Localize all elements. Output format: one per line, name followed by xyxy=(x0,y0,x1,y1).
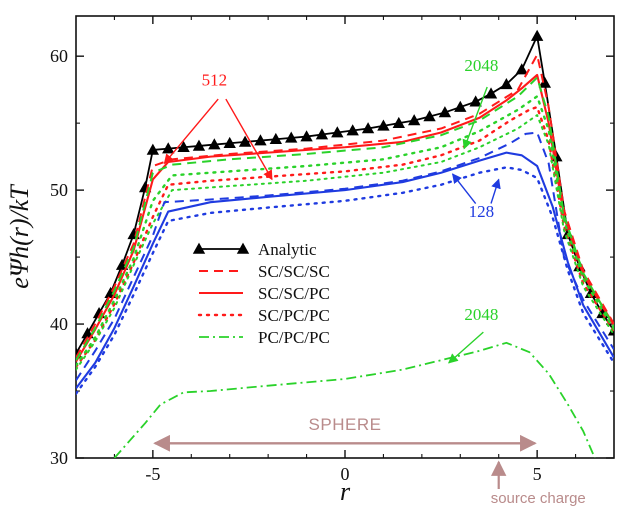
plot-root: -5 0 5 30 40 50 60 r eΨh(r)/kT 512 2048 128 2048 SPHE… xyxy=(5,15,615,507)
legend-label-0: Analytic xyxy=(258,240,317,259)
analytic-marker-26 xyxy=(438,106,452,118)
legend-label-1: SC/SC/SC xyxy=(258,262,330,281)
series-sc-pc-pc-line xyxy=(76,105,614,369)
analytic-marker-14 xyxy=(254,134,267,146)
analytic-marker-30 xyxy=(500,77,513,90)
analytic-marker-8 xyxy=(162,142,175,154)
analytic-marker-18 xyxy=(315,128,329,140)
analytic-marker-11 xyxy=(208,138,221,150)
legend-label-4: PC/PC/PC xyxy=(258,328,330,347)
analytic-marker-7 xyxy=(146,143,160,155)
series-blue-128-solid-line xyxy=(76,151,614,389)
analytic-marker-29 xyxy=(484,87,498,99)
annotation-0: 512 xyxy=(163,71,273,181)
analytic-marker-20 xyxy=(346,124,359,136)
annotation-arrow-3-0 xyxy=(448,331,484,364)
series-analytic-line xyxy=(76,35,614,354)
annotation-3: 2048 xyxy=(448,305,498,364)
source-charge-label: source charge xyxy=(491,490,586,507)
legend-label-3: SC/PC/PC xyxy=(258,306,330,325)
annotation-1: 2048 xyxy=(462,56,498,150)
analytic-marker-19 xyxy=(331,126,344,138)
annotation-arrow-1-0 xyxy=(462,86,488,150)
analytic-marker-9 xyxy=(177,140,190,153)
series-sc-sc-pc-line xyxy=(76,73,614,363)
annotation-label-1: 2048 xyxy=(464,56,498,75)
analytic-marker-23 xyxy=(392,116,405,128)
y-tick-label-1: 40 xyxy=(50,314,68,334)
series-green-2048-sc-sc-pc-line xyxy=(76,95,614,367)
legend-marker-left xyxy=(192,242,206,254)
series-green-2048-sc-sc-sc-line xyxy=(76,76,614,361)
x-tick-label-2: 5 xyxy=(533,464,542,484)
annotation-arrow-2-0 xyxy=(451,173,477,204)
annotation-arrow-0-1 xyxy=(225,98,273,181)
legend-label-2: SC/SC/PC xyxy=(258,284,330,303)
analytic-marker-31 xyxy=(515,63,528,75)
y-axis-label: eΨh(r)/kT xyxy=(5,184,34,289)
sphere-label: SPHERE xyxy=(309,415,382,434)
annotation-2: 128 xyxy=(451,173,501,221)
x-tick-label-1: 0 xyxy=(341,464,350,484)
analytic-marker-27 xyxy=(454,100,467,112)
analytic-marker-10 xyxy=(192,139,206,151)
y-tick-label-0: 30 xyxy=(50,448,68,468)
x-tick-label-0: -5 xyxy=(145,464,160,484)
analytic-marker-21 xyxy=(361,122,375,134)
annotation-arrow-0-0 xyxy=(163,98,219,165)
analytic-marker-22 xyxy=(377,119,390,131)
legend: Analytic SC/SC/SC SC/SC/PC SC/PC/PC PC/PC/PC xyxy=(192,240,330,347)
annotation-arrow-2-1 xyxy=(490,178,501,204)
analytic-marker-16 xyxy=(285,131,298,143)
series-blue-128-dashed-line xyxy=(76,131,614,381)
analytic-marker-32 xyxy=(530,29,544,41)
annotation-label-0: 512 xyxy=(202,71,228,90)
y-tick-label-2: 50 xyxy=(50,180,68,200)
analytic-marker-13 xyxy=(238,135,252,147)
analytic-marker-17 xyxy=(300,130,313,142)
annotation-label-2: 128 xyxy=(469,202,495,221)
analytic-marker-12 xyxy=(223,136,236,149)
analytic-marker-24 xyxy=(407,114,421,126)
x-axis-label: r xyxy=(340,477,351,506)
analytic-marker-25 xyxy=(423,110,436,122)
series-sc-sc-sc-line xyxy=(76,53,614,359)
series-layer xyxy=(76,29,614,458)
legend-marker-right xyxy=(236,242,250,254)
series-pc-pc-pc-line xyxy=(113,341,596,458)
annotation-label-3: 2048 xyxy=(464,305,498,324)
y-tick-label-3: 60 xyxy=(50,46,68,66)
analytic-marker-28 xyxy=(469,95,482,107)
analytic-marker-33 xyxy=(538,76,552,88)
analytic-marker-15 xyxy=(269,132,283,145)
series-blue-128-dotted-line xyxy=(76,166,614,395)
